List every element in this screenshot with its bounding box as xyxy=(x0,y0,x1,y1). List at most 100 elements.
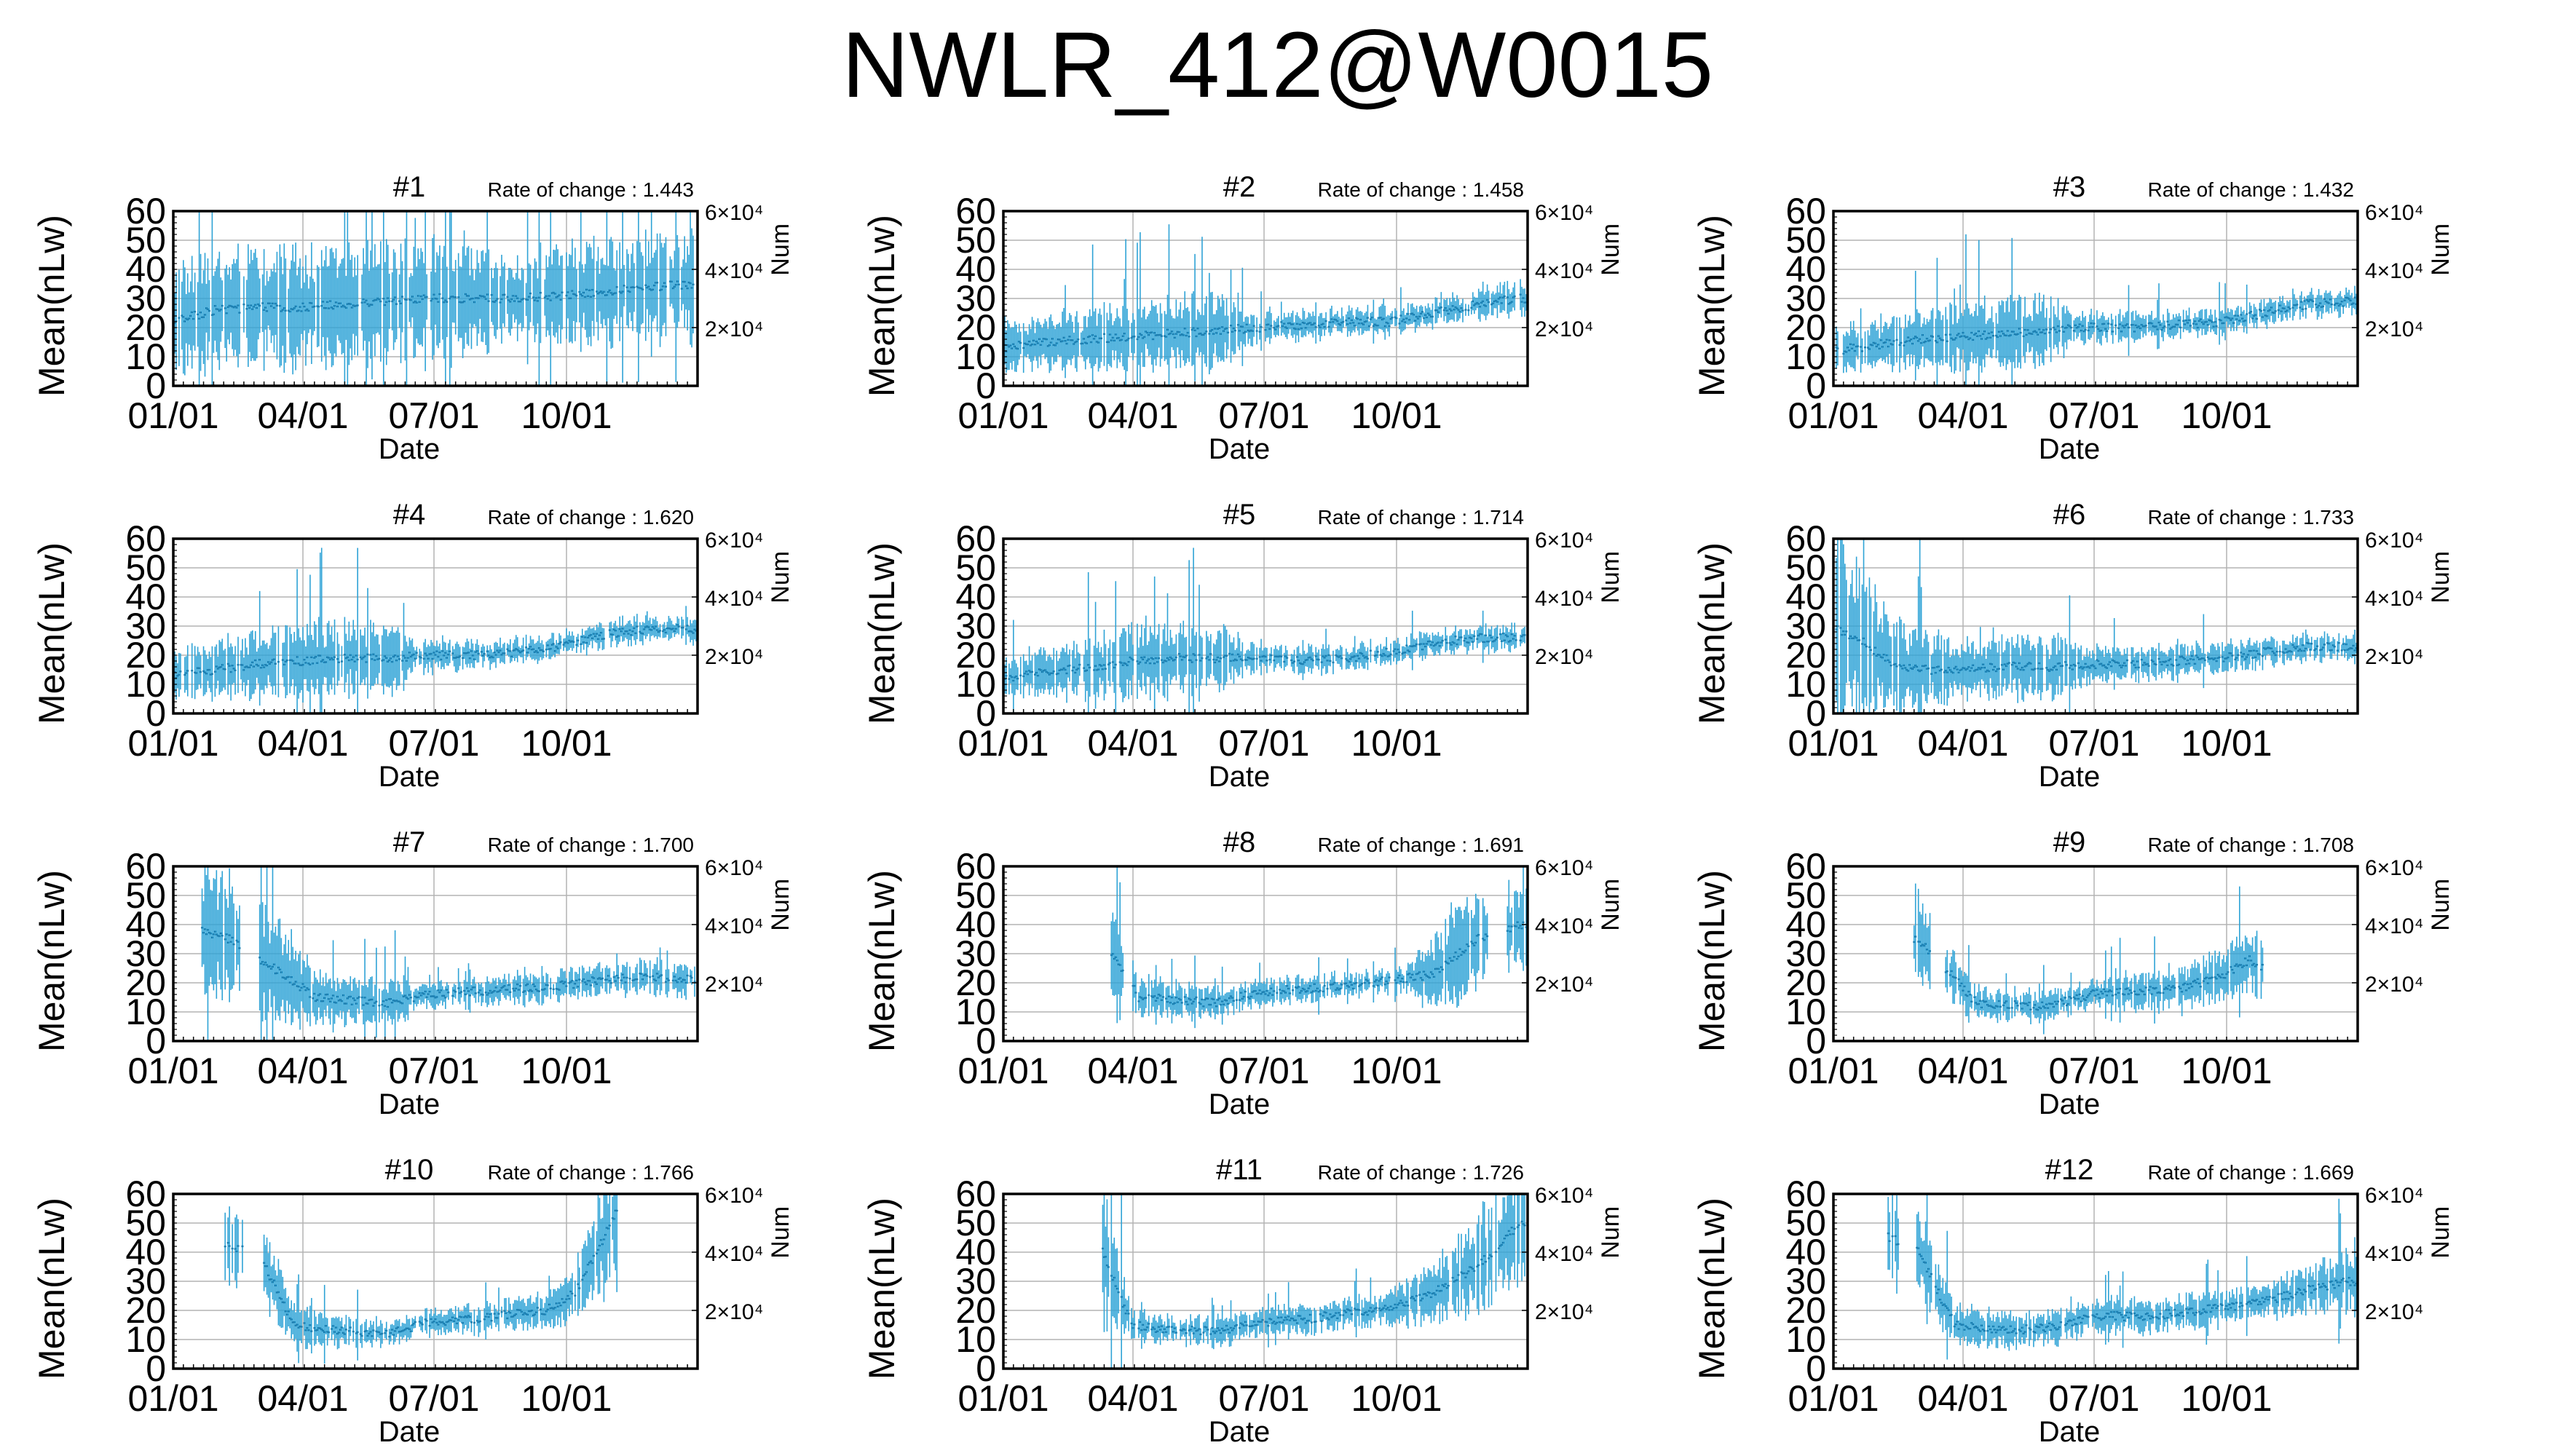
rate-of-change-label: Rate of change : 1.714 xyxy=(1318,506,1524,529)
y-tick-label: 20 xyxy=(125,307,166,348)
y2-axis-label: Num xyxy=(2427,223,2455,276)
y2-axis-label: Num xyxy=(1597,551,1624,604)
x-tick-label: 10/01 xyxy=(2181,395,2272,436)
x-tick-label: 07/01 xyxy=(1218,395,1309,436)
y-tick-label: 50 xyxy=(1785,547,1826,588)
y-tick-label: 0 xyxy=(1806,365,1826,406)
y-tick-label: 20 xyxy=(955,307,996,348)
x-tick-label: 10/01 xyxy=(521,395,612,436)
y2-tick-label: 2×10⁴ xyxy=(2365,317,2423,341)
x-tick-label: 01/01 xyxy=(127,723,218,764)
y-axis-label: Mean(nLw) xyxy=(31,542,72,724)
y-tick-label: 60 xyxy=(1785,191,1826,232)
y2-axis-label: Num xyxy=(2427,551,2455,604)
y-tick-label: 60 xyxy=(955,191,996,232)
panel-title: #3 xyxy=(2053,171,2086,203)
y2-tick-label: 6×10⁴ xyxy=(1535,201,1593,225)
rate-of-change-label: Rate of change : 1.443 xyxy=(488,178,694,201)
x-tick-label: 04/01 xyxy=(257,395,348,436)
rate-of-change-label: Rate of change : 1.458 xyxy=(1318,178,1524,201)
panel-title: #1 xyxy=(393,171,426,203)
y-tick-label: 50 xyxy=(955,220,996,261)
grid xyxy=(1003,539,1528,713)
grid xyxy=(173,866,698,1041)
x-tick-label: 01/01 xyxy=(957,723,1049,764)
y-axis-label: Mean(nLw) xyxy=(1691,215,1732,397)
y-tick-label: 10 xyxy=(125,336,166,377)
y2-tick-label: 4×10⁴ xyxy=(1535,259,1593,283)
y-tick-label: 60 xyxy=(125,518,166,559)
y-tick-label: 40 xyxy=(125,249,166,290)
y2-tick-label: 4×10⁴ xyxy=(705,587,763,611)
y-tick-label: 40 xyxy=(955,249,996,290)
y-tick-label: 50 xyxy=(955,547,996,588)
y-tick-label: 0 xyxy=(976,693,996,734)
y2-axis-label: Num xyxy=(767,551,794,604)
y2-tick-label: 6×10⁴ xyxy=(705,201,763,225)
y-axis-label: Mean(nLw) xyxy=(861,215,902,397)
y-tick-label: 20 xyxy=(955,635,996,676)
y-tick-label: 50 xyxy=(1785,220,1826,261)
x-tick-label: 01/01 xyxy=(1788,395,1879,436)
x-tick-label: 07/01 xyxy=(1218,723,1309,764)
x-tick-label: 01/01 xyxy=(957,395,1049,436)
series-mean xyxy=(1832,539,2359,713)
x-tick-label: 04/01 xyxy=(1917,723,2008,764)
y-tick-label: 10 xyxy=(125,664,166,705)
y-tick-label: 10 xyxy=(955,336,996,377)
y2-tick-label: 2×10⁴ xyxy=(1535,645,1593,669)
y-tick-label: 40 xyxy=(1785,249,1826,290)
panel-title: #4 xyxy=(393,499,426,531)
series-mean xyxy=(172,547,699,713)
y-tick-label: 0 xyxy=(976,365,996,406)
y-tick-label: 60 xyxy=(1785,518,1826,559)
y-tick-label: 10 xyxy=(1785,336,1826,377)
x-tick-label: 04/01 xyxy=(257,723,348,764)
x-tick-label: 10/01 xyxy=(2181,723,2272,764)
panel-title: #6 xyxy=(2053,499,2086,531)
y-tick-label: 0 xyxy=(146,693,166,734)
grid xyxy=(1003,211,1528,386)
y-tick-label: 0 xyxy=(1806,693,1826,734)
y-axis-label: Mean(nLw) xyxy=(31,215,72,397)
y-tick-label: 0 xyxy=(146,365,166,406)
series-mean xyxy=(1832,234,2359,386)
y2-axis-label: Num xyxy=(767,223,794,276)
y-tick-label: 20 xyxy=(1785,307,1826,348)
y2-tick-label: 4×10⁴ xyxy=(705,259,763,283)
y-axis-label: Mean(nLw) xyxy=(1691,542,1732,724)
y2-tick-label: 2×10⁴ xyxy=(705,317,763,341)
y-tick-label: 30 xyxy=(1785,278,1826,319)
x-tick-label: 07/01 xyxy=(388,723,479,764)
x-tick-label: 10/01 xyxy=(1351,395,1442,436)
y2-tick-label: 2×10⁴ xyxy=(1535,317,1593,341)
y2-tick-label: 6×10⁴ xyxy=(2365,201,2423,225)
x-axis-label: Date xyxy=(1209,433,1271,465)
x-tick-label: 01/01 xyxy=(1788,723,1879,764)
x-tick-label: 04/01 xyxy=(1917,395,2008,436)
x-axis-label: Date xyxy=(2039,433,2101,465)
rate-of-change-label: Rate of change : 1.432 xyxy=(2148,178,2354,201)
rate-of-change-label: Rate of change : 1.620 xyxy=(488,506,694,529)
x-tick-label: 10/01 xyxy=(1351,723,1442,764)
x-tick-label: 07/01 xyxy=(388,395,479,436)
y-tick-label: 40 xyxy=(1785,577,1826,617)
x-axis-label: Date xyxy=(1209,761,1271,793)
y-tick-label: 30 xyxy=(125,278,166,319)
y-tick-label: 50 xyxy=(125,547,166,588)
x-tick-label: 10/01 xyxy=(521,723,612,764)
y-tick-label: 40 xyxy=(955,577,996,617)
x-tick-label: 04/01 xyxy=(1087,395,1178,436)
y2-tick-label: 4×10⁴ xyxy=(2365,587,2423,611)
y-tick-label: 10 xyxy=(1785,664,1826,705)
x-axis-label: Date xyxy=(379,761,441,793)
y-tick-label: 20 xyxy=(1785,635,1826,676)
y-tick-label: 30 xyxy=(955,606,996,646)
